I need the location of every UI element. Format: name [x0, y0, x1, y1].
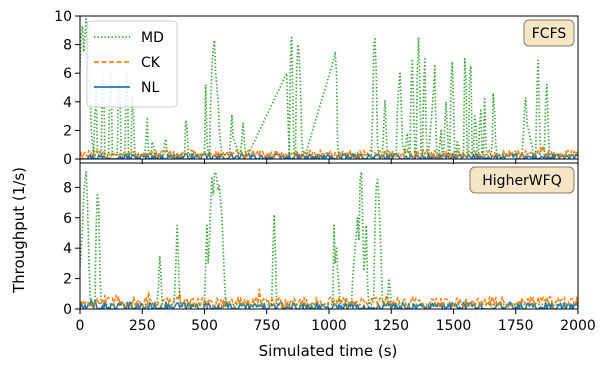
legend-label-ck: CK — [141, 55, 161, 71]
y-tick-label: 8 — [63, 180, 72, 196]
y-tick-label: 2 — [63, 123, 72, 139]
panel-fcfs: 0 2 4 6 8 10 FCFS MD CK NL — [54, 9, 579, 168]
y-tick-label: 10 — [54, 9, 72, 25]
legend: MD CK NL — [86, 20, 178, 108]
legend-box — [86, 20, 178, 108]
series-nl-line — [80, 152, 578, 159]
x-tick-label: 1750 — [498, 318, 534, 334]
y-tick-label: 0 — [63, 152, 72, 168]
series-ck-line — [80, 145, 578, 159]
series-md-line — [80, 18, 578, 156]
x-axis-label: Simulated time (s) — [259, 342, 398, 360]
legend-label-nl: NL — [141, 80, 159, 96]
panel-tag: HigherWFQ — [482, 173, 561, 189]
y-tick-label: 6 — [63, 66, 72, 82]
x-tick-label: 1000 — [311, 318, 347, 334]
panel-tag-box — [469, 166, 575, 194]
panel-tag-box — [523, 19, 575, 47]
series-md-line — [80, 171, 578, 306]
y-tick-label: 4 — [63, 95, 72, 111]
legend-label-md: MD — [141, 30, 164, 46]
y-axis-label: Throughput (1/s) — [10, 167, 28, 294]
y-tick-label: 8 — [63, 38, 72, 54]
y-tick-label: 6 — [63, 211, 72, 227]
y-tick-label: 2 — [63, 272, 72, 288]
y-tick-label: 4 — [63, 241, 72, 257]
x-tick-label: 0 — [76, 318, 85, 334]
panel-higherwfq: 0 2 4 6 8 0 250 500 750 1000 1250 1500 1750 2000 Highe… — [63, 162, 596, 334]
x-tick-label: 1250 — [373, 318, 409, 334]
x-tick-label: 2000 — [560, 318, 596, 334]
y-tick-label: 0 — [63, 302, 72, 318]
panel-tag: FCFS — [532, 26, 567, 42]
series-ck-line — [80, 288, 578, 309]
x-tick-label: 1500 — [436, 318, 472, 334]
x-tick-label: 750 — [253, 318, 280, 334]
x-tick-label: 250 — [129, 318, 156, 334]
x-tick-label: 500 — [191, 318, 218, 334]
